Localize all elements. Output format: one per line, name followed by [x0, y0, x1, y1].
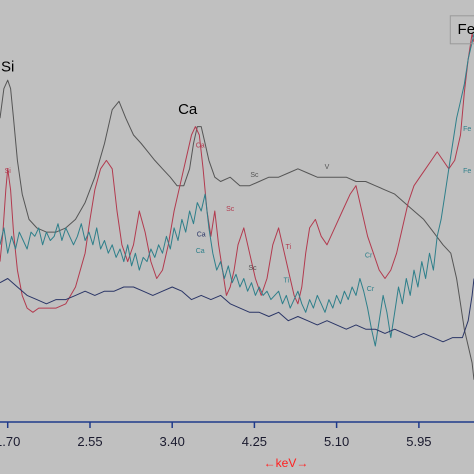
element-label-sc-10: Sc — [248, 265, 257, 272]
element-label-si-4: Si — [5, 168, 12, 175]
x-tick-label-2: 2.55 — [77, 434, 102, 449]
element-label-fe-3: Fe — [458, 21, 474, 38]
element-label-ca-8: Ca — [197, 231, 206, 238]
x-tick-label-5: 5.10 — [324, 434, 349, 449]
element-label-cr-15: Cr — [367, 286, 375, 293]
element-label-fe-16: Fe — [463, 126, 471, 133]
x-tick-label-1: 1.70 — [0, 434, 20, 449]
x-ticks-layer: 1.70 2.55 3.40 4.25 5.10 5.95 — [0, 422, 432, 449]
element-label-sc-9: Sc — [250, 172, 259, 179]
series-line-2 — [0, 33, 474, 313]
x-tick-label-4: 4.25 — [242, 434, 267, 449]
element-label-ca-2: Ca — [178, 101, 198, 118]
element-label-ca-5: Ca — [196, 143, 205, 150]
series-layer — [0, 33, 474, 380]
element-label-v-11: V — [325, 164, 330, 171]
element-label-ca-7: Ca — [196, 248, 205, 255]
element-label-fe-17: Fe — [463, 168, 471, 175]
element-label-ti-12: Ti — [286, 244, 292, 251]
x-tick-label-3: 3.40 — [160, 434, 185, 449]
element-label-sc-6: Sc — [226, 206, 235, 213]
series-line-3 — [0, 33, 474, 347]
fe-label-box — [449, 15, 474, 45]
element-labels-layer: Si Ca Fe Si Ca Sc Ca Ca Sc Sc V Ti Ti Cr Cr Fe Fe — [1, 15, 474, 293]
series-line-4 — [0, 278, 474, 343]
element-label-ti-13: Ti — [284, 278, 290, 285]
element-label-si-1: Si — [1, 59, 14, 76]
element-label-cr-14: Cr — [365, 252, 373, 259]
x-axis-title: ←keV→ — [264, 456, 309, 470]
x-tick-label-6: 5.95 — [406, 434, 431, 449]
